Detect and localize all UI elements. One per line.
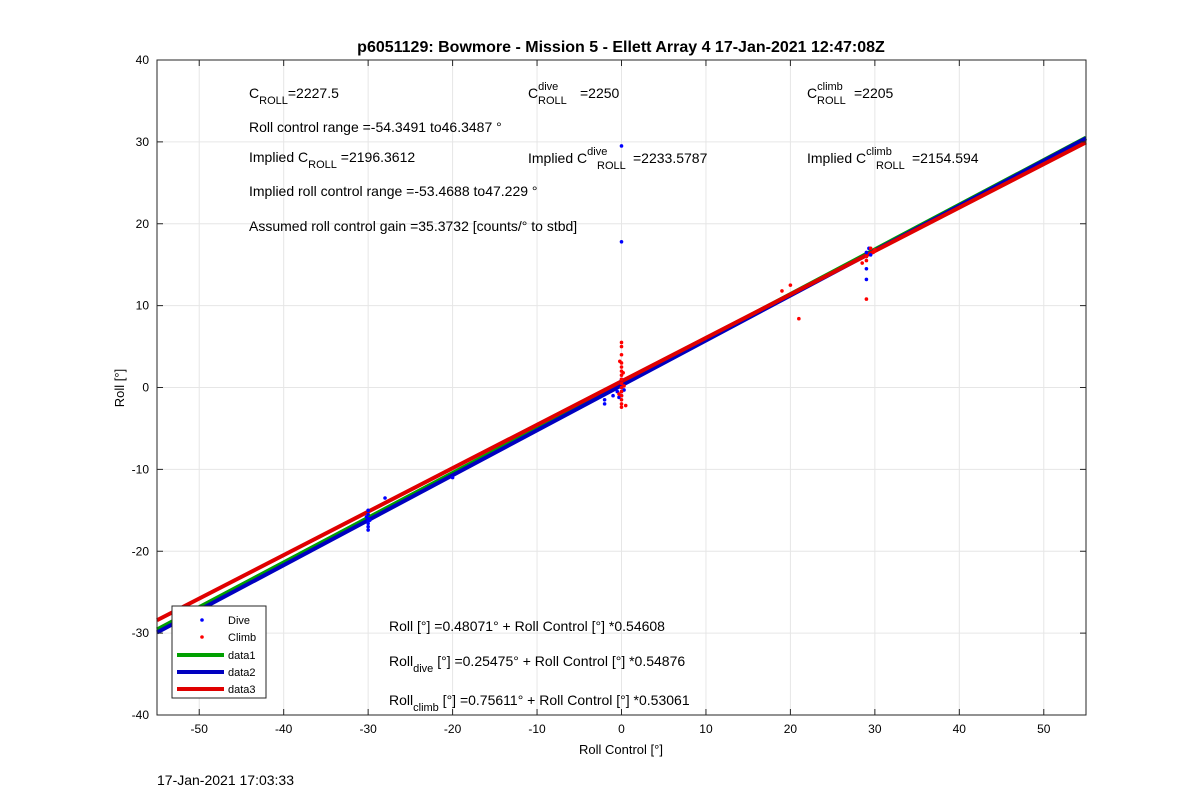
point-climb xyxy=(868,246,873,251)
annotation-assumed-gain: Assumed roll control gain =35.3732 [coun… xyxy=(249,218,577,234)
footer-timestamp: 17-Jan-2021 17:03:33 xyxy=(157,772,294,788)
y-tick-label: 0 xyxy=(142,381,149,395)
point-climb xyxy=(864,297,869,301)
point-climb xyxy=(619,340,624,345)
y-tick-label: -10 xyxy=(132,462,150,476)
annotation-c-roll: CROLL=2227.5 xyxy=(249,85,339,107)
point-climb xyxy=(622,384,626,388)
annotation-fit-dive: Rolldive [°] =0.25475° + Roll Control [°… xyxy=(389,653,685,675)
point-climb xyxy=(873,248,877,252)
point-dive xyxy=(619,239,624,244)
legend-label-data2: data2 xyxy=(228,667,256,679)
annotation-implied-c-roll-dive: Implied Cdive xyxy=(528,146,607,166)
point-dive xyxy=(368,518,372,522)
x-tick-label: 40 xyxy=(953,722,967,736)
point-climb xyxy=(860,261,864,265)
point-climb xyxy=(617,392,621,396)
annotation-fit-all: Roll [°] =0.48071° + Roll Control [°] *0… xyxy=(389,618,665,634)
data-points xyxy=(364,144,877,532)
point-dive xyxy=(602,402,607,406)
y-tick-label: 20 xyxy=(136,217,150,231)
x-tick-label: 0 xyxy=(618,722,625,736)
x-tick-label: 30 xyxy=(868,722,882,736)
legend-label-dive: Dive xyxy=(228,615,250,627)
point-dive xyxy=(364,515,369,519)
annotation-implied-c-roll-dive-sub: ROLL xyxy=(597,160,626,172)
point-dive xyxy=(864,250,869,255)
point-climb xyxy=(623,403,628,408)
annotation-c-roll-climb-value: =2205 xyxy=(854,85,894,101)
ticks: -50 -40 -30 -20 -10 0 10 20 30 40 50 -40 -30 -20 -10 0 1… xyxy=(132,53,1086,736)
point-climb xyxy=(621,370,625,375)
x-tick-label: -40 xyxy=(275,722,293,736)
x-tick-label: -10 xyxy=(528,722,546,736)
point-climb xyxy=(619,397,624,402)
annotation-c-roll-dive-sub: ROLL xyxy=(538,95,567,107)
chart-title: p6051129: Bowmore - Mission 5 - Ellett A… xyxy=(357,39,885,56)
point-dive xyxy=(611,393,615,398)
x-tick-label: -50 xyxy=(191,722,209,736)
point-climb xyxy=(619,389,624,394)
annotations: CROLL=2227.5 Cdive ROLL =2250 Cclimb ROL… xyxy=(249,81,979,714)
point-dive xyxy=(619,144,624,148)
point-dive xyxy=(383,496,387,500)
x-axis-label: Roll Control [°] xyxy=(579,742,663,757)
point-climb xyxy=(618,359,622,364)
point-dive xyxy=(602,397,607,402)
annotation-c-roll-dive: Cdive xyxy=(528,81,558,101)
point-dive xyxy=(450,475,455,480)
point-climb xyxy=(797,316,801,321)
point-dive xyxy=(366,528,370,532)
point-dive xyxy=(868,253,873,257)
point-dive xyxy=(864,277,869,282)
x-tick-label: 50 xyxy=(1037,722,1051,736)
point-climb xyxy=(619,405,624,409)
y-tick-label: -20 xyxy=(132,544,150,558)
annotation-c-roll-climb: Cclimb xyxy=(807,81,843,101)
legend-label-climb: Climb xyxy=(228,632,256,644)
y-tick-label: 40 xyxy=(136,53,150,67)
point-dive xyxy=(366,521,370,526)
legend-box xyxy=(171,605,267,699)
x-tick-label: -20 xyxy=(444,722,462,736)
point-dive xyxy=(366,524,370,529)
y-tick-label: -40 xyxy=(132,708,150,722)
annotation-fit-climb: Rollclimb [°] =0.75611° + Roll Control [… xyxy=(389,692,690,714)
point-climb xyxy=(619,365,624,369)
point-dive xyxy=(366,508,370,513)
legend-label-data3: data3 xyxy=(228,684,256,696)
point-climb xyxy=(619,381,624,386)
annotation-implied-c-roll-climb-value: =2154.594 xyxy=(912,150,979,166)
point-climb xyxy=(788,283,793,287)
annotation-c-roll-climb-sub: ROLL xyxy=(817,95,846,107)
point-climb xyxy=(864,258,869,263)
annotation-implied-c-roll-climb: Implied Cclimb xyxy=(807,146,892,166)
point-climb xyxy=(780,289,784,293)
y-tick-label: 30 xyxy=(136,135,150,149)
annotation-implied-c-roll: Implied CROLL =2196.3612 xyxy=(249,149,415,171)
y-tick-label: -30 xyxy=(132,626,150,640)
point-dive xyxy=(864,266,869,271)
point-climb xyxy=(619,377,624,382)
legend-marker-climb xyxy=(200,635,204,639)
x-tick-label: -30 xyxy=(359,722,377,736)
annotation-c-roll-dive-value: =2250 xyxy=(580,85,620,101)
x-tick-label: 20 xyxy=(784,722,798,736)
y-tick-label: 10 xyxy=(136,299,150,313)
y-axis-label: Roll [°] xyxy=(112,369,127,407)
legend-label-data1: data1 xyxy=(228,650,256,662)
point-climb xyxy=(619,352,624,357)
annotation-roll-control-range: Roll control range =-54.3491 to46.3487 ° xyxy=(249,119,502,135)
legend: Dive Climb data1 data2 data3 xyxy=(171,605,267,699)
legend-marker-dive xyxy=(200,618,204,622)
annotation-implied-range: Implied roll control range =-53.4688 to4… xyxy=(249,183,538,199)
annotation-implied-c-roll-climb-sub: ROLL xyxy=(876,160,905,172)
fit-line-data3 xyxy=(156,140,1087,623)
point-climb xyxy=(864,254,869,259)
point-climb xyxy=(619,344,624,349)
x-tick-label: 10 xyxy=(699,722,713,736)
annotation-implied-c-roll-dive-value: =2233.5787 xyxy=(633,150,708,166)
point-climb xyxy=(619,402,624,406)
